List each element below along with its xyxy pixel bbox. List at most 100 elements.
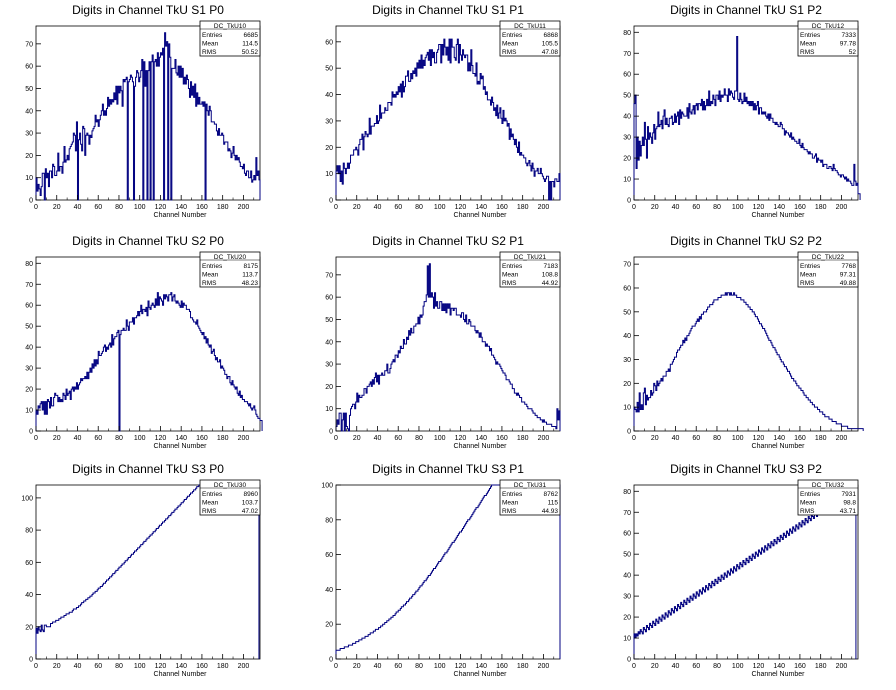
- panel-title: Digits in Channel TkU S1 P0: [72, 3, 224, 17]
- stats-label: Entries: [202, 32, 223, 39]
- stats-rms: 44.92: [542, 280, 559, 287]
- x-tick-label: 40: [74, 663, 82, 670]
- x-axis-label: Channel Number: [752, 212, 806, 219]
- x-tick-label: 120: [753, 204, 765, 211]
- stats-label: Entries: [502, 32, 523, 39]
- x-tick-label: 140: [773, 204, 785, 211]
- x-tick-label: 180: [815, 435, 827, 442]
- y-tick-label: 40: [25, 108, 33, 115]
- y-tick-label: 20: [325, 384, 333, 391]
- x-tick-label: 60: [394, 204, 402, 211]
- x-tick-label: 0: [34, 204, 38, 211]
- x-tick-label: 160: [196, 435, 208, 442]
- stats-name: DC_TkU11: [514, 23, 546, 30]
- x-tick-label: 200: [538, 435, 550, 442]
- y-tick-label: 30: [325, 118, 333, 125]
- y-tick-label: 80: [623, 30, 631, 37]
- y-tick-label: 40: [325, 587, 333, 594]
- x-tick-label: 60: [94, 663, 102, 670]
- stats-entries: 7333: [842, 32, 857, 39]
- x-tick-label: 140: [175, 663, 187, 670]
- y-tick-label: 40: [325, 339, 333, 346]
- histogram-panel: Digits in Channel TkU S2 P00 20 40 60 80 100 1…: [25, 234, 263, 450]
- stats-label: RMS: [502, 49, 517, 56]
- stats-rms: 49.88: [840, 280, 857, 287]
- x-tick-label: 100: [134, 663, 146, 670]
- histogram-line: [633, 35, 861, 200]
- stats-label: Entries: [202, 263, 223, 270]
- x-tick-label: 60: [394, 663, 402, 670]
- x-tick-label: 20: [651, 663, 659, 670]
- stats-name: DC_TkU10: [214, 23, 247, 30]
- y-tick-label: 30: [25, 131, 33, 138]
- y-tick-label: 70: [623, 510, 631, 517]
- y-tick-label: 0: [627, 657, 631, 664]
- stats-box-frame: [199, 251, 261, 288]
- x-tick-label: 140: [475, 435, 487, 442]
- panel-title: Digits in Channel TkU S3 P1: [372, 462, 524, 476]
- x-tick-label: 0: [632, 663, 636, 670]
- stats-box: DC_TkU32 Entries 7931 Mean 98.8 RMS 43.71: [797, 479, 859, 516]
- x-tick-label: 100: [134, 204, 146, 211]
- x-tick-label: 140: [475, 663, 487, 670]
- panel-title: Digits in Channel TkU S2 P1: [372, 234, 524, 248]
- stats-rms: 52: [849, 49, 857, 56]
- stats-entries: 8762: [544, 491, 559, 498]
- stats-mean: 108.8: [542, 272, 559, 279]
- y-tick-label: 50: [623, 552, 631, 559]
- stats-label: Entries: [502, 491, 523, 498]
- x-tick-label: 80: [415, 663, 423, 670]
- x-tick-label: 40: [672, 663, 680, 670]
- histogram-panel: Digits in Channel TkU S1 P00 20 40 60 80 100 1…: [25, 3, 261, 219]
- x-tick-label: 100: [434, 663, 446, 670]
- y-tick-label: 0: [329, 429, 333, 436]
- x-tick-label: 60: [692, 435, 700, 442]
- x-tick-label: 120: [155, 663, 167, 670]
- x-tick-label: 200: [836, 204, 848, 211]
- stats-box-frame: [499, 20, 561, 57]
- stats-box: DC_TkU21 Entries 7183 Mean 108.8 RMS 44.92: [499, 251, 561, 288]
- stats-rms: 50.52: [242, 49, 259, 56]
- histogram-line: [35, 32, 261, 201]
- x-tick-label: 180: [217, 435, 229, 442]
- y-tick-label: 30: [623, 594, 631, 601]
- x-tick-label: 180: [815, 204, 827, 211]
- stats-rms: 43.71: [840, 508, 857, 515]
- x-tick-label: 160: [196, 663, 208, 670]
- y-tick-label: 20: [25, 387, 33, 394]
- x-axis-label: Channel Number: [752, 443, 806, 450]
- x-axis-label: Channel Number: [154, 671, 208, 678]
- y-tick-label: 70: [623, 262, 631, 269]
- y-tick-label: 60: [325, 39, 333, 46]
- stats-mean: 103.7: [242, 500, 259, 507]
- y-tick-label: 40: [623, 114, 631, 121]
- x-tick-label: 180: [517, 663, 529, 670]
- y-tick-label: 40: [25, 345, 33, 352]
- stats-mean: 105.5: [542, 41, 559, 48]
- x-tick-label: 0: [34, 663, 38, 670]
- x-tick-label: 200: [238, 204, 250, 211]
- x-tick-label: 160: [196, 204, 208, 211]
- x-tick-label: 140: [773, 663, 785, 670]
- x-tick-label: 20: [353, 204, 361, 211]
- y-tick-label: 10: [25, 408, 33, 415]
- stats-name: DC_TkU32: [812, 482, 845, 489]
- y-tick-label: 60: [25, 64, 33, 71]
- x-tick-label: 40: [374, 663, 382, 670]
- x-tick-label: 0: [334, 435, 338, 442]
- x-axis-label: Channel Number: [752, 671, 806, 678]
- x-tick-label: 80: [713, 435, 721, 442]
- y-tick-label: 20: [325, 622, 333, 629]
- x-tick-label: 180: [517, 435, 529, 442]
- y-tick-label: 80: [25, 261, 33, 268]
- x-tick-label: 20: [53, 663, 61, 670]
- x-tick-label: 40: [374, 204, 382, 211]
- stats-box-frame: [797, 479, 859, 516]
- stats-entries: 7768: [842, 263, 857, 270]
- stats-mean: 114.5: [242, 41, 258, 48]
- stats-label: Mean: [502, 41, 519, 48]
- y-tick-label: 50: [325, 66, 333, 73]
- stats-box-frame: [199, 20, 261, 57]
- y-tick-label: 80: [325, 517, 333, 524]
